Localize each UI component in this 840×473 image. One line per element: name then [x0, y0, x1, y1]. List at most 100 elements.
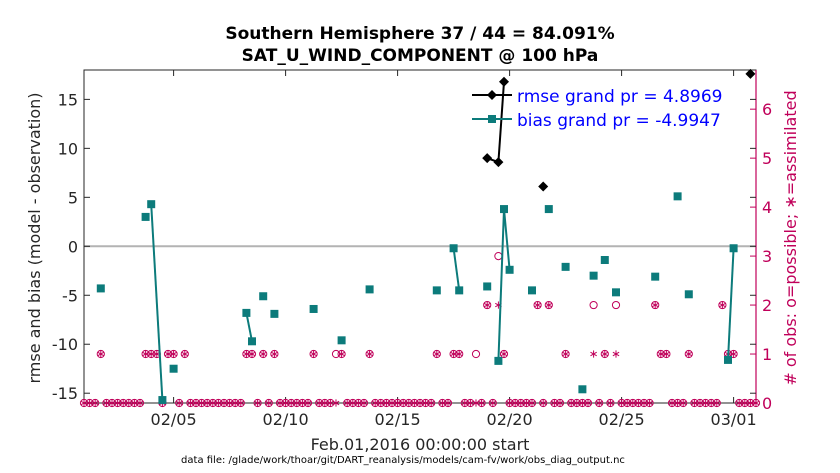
obs-assimilated-marker: [237, 399, 245, 407]
obs-assimilated-marker: [696, 399, 704, 407]
y-axis-label: rmse and bias (model - observation): [25, 92, 44, 383]
obs-assimilated-marker: [640, 399, 648, 407]
bias-line-segment: [727, 248, 735, 360]
obs-assimilated-marker: [209, 399, 217, 407]
bias-marker: [147, 200, 156, 209]
obs-assimilated-marker: [427, 399, 435, 407]
chart-title: Southern Hemisphere 37 / 44 = 84.091%: [225, 24, 614, 44]
bias-marker: [432, 286, 441, 295]
obs-assimilated-marker: [545, 301, 553, 309]
obs-assimilated-marker: [741, 399, 749, 407]
bias-marker: [158, 396, 167, 405]
obs-assimilated-marker: [388, 399, 396, 407]
obs-assimilated-marker: [142, 350, 149, 358]
bias-marker: [169, 364, 178, 373]
obs-assimilated-marker: [444, 399, 452, 407]
bias-marker: [449, 244, 458, 253]
obs-assimilated-marker: [243, 350, 250, 358]
y-tick-label: 0: [68, 237, 78, 256]
obs-assimilated-marker: [276, 399, 284, 407]
obs-possible-marker: [331, 349, 341, 359]
bias-line-segment: [503, 208, 511, 270]
obs-assimilated-marker: [607, 399, 614, 407]
obs-assimilated-marker: [439, 399, 446, 407]
obs-assimilated-marker: [573, 399, 581, 407]
bias-marker: [612, 288, 620, 297]
obs-assimilated-marker: [114, 399, 121, 407]
y2-tick-label: 3: [762, 247, 772, 266]
obs-assimilated-marker: [164, 350, 172, 358]
obs-assimilated-marker: [601, 350, 609, 358]
obs-possible-marker: [589, 300, 598, 310]
bias-marker: [561, 262, 570, 271]
obs-assimilated-marker: [147, 350, 155, 358]
obs-assimilated-marker: [170, 350, 177, 358]
obs-assimilated-marker: [220, 399, 228, 407]
obs-assimilated-marker: [97, 350, 105, 358]
bias-marker: [494, 356, 503, 365]
obs-assimilated-marker: [612, 350, 620, 358]
obs-assimilated-marker: [293, 399, 301, 407]
obs-assimilated-marker: [478, 399, 485, 407]
y-tick-label: 15: [58, 90, 78, 109]
obs-assimilated-marker: [489, 399, 497, 407]
bias-marker: [673, 192, 682, 201]
y2-tick-label: 6: [762, 100, 772, 119]
x-tick-label: 02/15: [375, 410, 421, 429]
obs-possible-marker: [611, 300, 621, 310]
obs-assimilated-marker: [265, 399, 273, 407]
obs-assimilated-marker: [399, 399, 407, 407]
obs-assimilated-marker: [679, 399, 687, 407]
obs-assimilated-marker: [355, 399, 362, 407]
obs-assimilated-marker: [551, 399, 558, 407]
obs-assimilated-marker: [539, 399, 547, 407]
bias-marker: [483, 282, 492, 291]
bias-marker: [505, 265, 514, 274]
y2-tick-label: 5: [762, 149, 772, 168]
legend-rmse-label: rmse grand pr = 4.8969: [517, 87, 722, 107]
y-tick-label: 5: [68, 188, 78, 207]
obs-assimilated-marker: [360, 399, 368, 407]
obs-assimilated-marker: [366, 350, 373, 358]
x-tick-label: 02/20: [487, 410, 533, 429]
obs-assimilated-marker: [500, 350, 508, 358]
bias-marker: [259, 292, 268, 301]
obs-assimilated-marker: [371, 399, 379, 407]
obs-assimilated-marker: [103, 399, 110, 407]
obs-assimilated-marker: [394, 399, 401, 407]
obs-assimilated-marker: [226, 399, 233, 407]
legend-bias-marker: [488, 115, 496, 123]
bias-marker: [141, 212, 150, 221]
obs-assimilated-marker: [511, 399, 519, 407]
obs-assimilated-marker: [125, 399, 133, 407]
obs-assimilated-marker: [556, 399, 564, 407]
obs-assimilated-marker: [108, 399, 116, 407]
rmse-marker: [499, 76, 509, 87]
x-axis-label: Feb.01,2016 00:00:00 start: [311, 435, 530, 454]
obs-assimilated-marker: [175, 399, 183, 407]
bias-marker: [455, 286, 464, 295]
obs-assimilated-marker: [730, 350, 737, 358]
obs-assimilated-marker: [595, 399, 603, 407]
obs-assimilated-marker: [271, 350, 278, 358]
obs-assimilated-marker: [321, 399, 329, 407]
obs-assimilated-marker: [422, 399, 429, 407]
legend-rmse-marker: [487, 90, 497, 100]
legend-bias-label: bias grand pr = -4.9947: [517, 111, 721, 131]
obs-assimilated-marker: [523, 399, 530, 407]
bias-marker: [578, 385, 587, 394]
bias-marker: [651, 272, 660, 281]
obs-assimilated-marker: [685, 350, 693, 358]
bias-line-segment: [245, 312, 253, 342]
y2-tick-label: 1: [762, 345, 772, 364]
rmse-marker: [482, 153, 493, 164]
obs-assimilated-marker: [315, 399, 323, 407]
bias-marker: [309, 304, 318, 313]
obs-assimilated-marker: [579, 399, 586, 407]
bias-marker: [544, 205, 553, 214]
obs-assimilated-marker: [618, 399, 625, 407]
obs-assimilated-marker: [349, 399, 357, 407]
obs-assimilated-marker: [248, 350, 256, 358]
bias-marker: [724, 355, 732, 364]
